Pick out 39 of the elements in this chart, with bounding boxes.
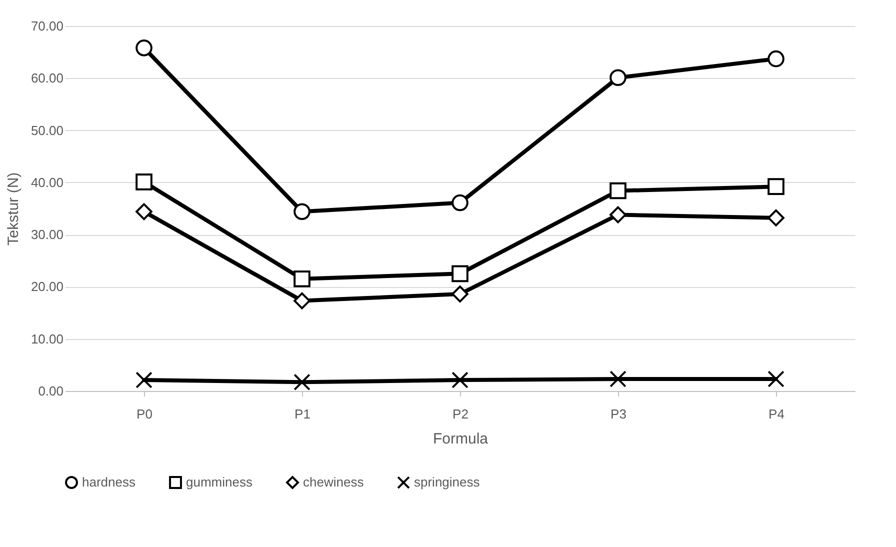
point xyxy=(768,50,784,68)
point xyxy=(452,194,468,212)
point xyxy=(136,372,152,388)
x-tick-label: P3 xyxy=(610,406,626,422)
y-axis-title: Tekstur (N) xyxy=(4,172,22,246)
x-tick-label: P2 xyxy=(452,406,468,422)
legend-label: gumminess xyxy=(186,474,253,490)
point xyxy=(294,203,310,220)
point xyxy=(452,265,468,282)
point xyxy=(610,206,626,224)
point xyxy=(768,209,784,226)
point xyxy=(610,182,626,200)
x-tick-label: P4 xyxy=(768,406,784,422)
x-axis-title: Formula xyxy=(432,430,489,448)
legend-label: springiness xyxy=(414,474,480,490)
y-tick-label: 50.00 xyxy=(30,122,64,138)
y-tick-label: 10.00 xyxy=(30,331,64,346)
point xyxy=(610,69,626,86)
point xyxy=(294,292,310,310)
y-tick-label: 30.00 xyxy=(30,227,64,242)
point xyxy=(452,286,468,302)
y-tick-label: 40.00 xyxy=(30,174,64,190)
point xyxy=(610,370,626,388)
y-tick-label: 60.00 xyxy=(30,70,64,86)
y-tick-label: 20.00 xyxy=(30,279,64,294)
point xyxy=(136,40,152,56)
point xyxy=(136,203,152,220)
point xyxy=(136,173,152,190)
legend-label: chewiness xyxy=(303,474,364,490)
point xyxy=(452,372,468,388)
y-tick-label: 0.00 xyxy=(38,384,64,398)
point xyxy=(294,374,310,391)
point xyxy=(768,178,784,196)
legend-label: hardness xyxy=(82,474,136,490)
point xyxy=(768,370,784,388)
y-tick-label: 70.00 xyxy=(30,18,64,34)
x-tick-label: P1 xyxy=(294,406,310,422)
x-tick-label: P0 xyxy=(136,406,152,422)
point xyxy=(294,270,310,288)
